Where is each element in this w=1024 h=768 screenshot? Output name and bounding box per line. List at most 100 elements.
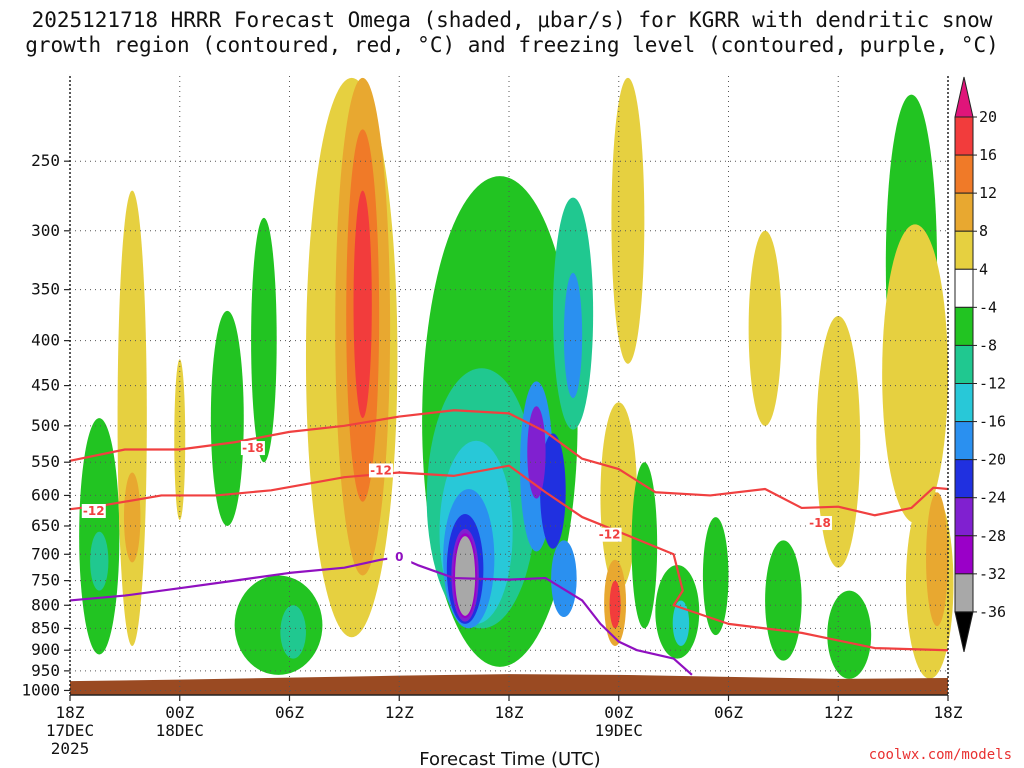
omega-cell-22 [563, 272, 583, 399]
colorbar-swatch-2 [954, 192, 974, 232]
colorbar-swatch-1 [954, 154, 974, 194]
colorbar-label--20: -20 [979, 451, 1006, 469]
colorbar-label-8: 8 [979, 222, 988, 240]
colorbar-swatch-5 [954, 306, 974, 346]
x-tick-date-5: 19DEC [595, 721, 643, 740]
y-tick-label-400: 400 [31, 331, 60, 350]
colorbar-swatch-12 [954, 573, 974, 613]
colorbar-swatch-0 [954, 116, 974, 156]
dgz-contour-label-2-bg [368, 463, 393, 478]
colorbar-label-12: 12 [979, 184, 997, 202]
dgz-contour-label-2: -12 [370, 463, 392, 477]
omega-cell-6 [251, 217, 277, 463]
credit-link[interactable]: coolwx.com/models [869, 747, 1012, 763]
x-tick-year-0: 2025 [51, 739, 90, 758]
y-tick-label-650: 650 [31, 516, 60, 535]
x-tick-label-5: 00Z [604, 703, 633, 722]
omega-cell-34 [702, 517, 729, 636]
omega-cell-12 [353, 190, 372, 419]
y-tick-label-750: 750 [31, 571, 60, 590]
colorbar-swatch-10 [954, 497, 974, 537]
chart-title-line-2: growth region (contoured, red, °C) and f… [25, 33, 999, 57]
colorbar-swatch-4 [954, 268, 974, 308]
omega-cell-20 [455, 536, 476, 616]
y-tick-label-850: 850 [31, 618, 60, 637]
dgz-contour-label-1-bg [81, 504, 106, 519]
grid-lines [70, 76, 948, 695]
ground-surface [70, 674, 948, 695]
omega-cell-3 [123, 472, 141, 563]
x-tick-label-2: 06Z [275, 703, 304, 722]
x-tick-date-0: 17DEC [46, 721, 94, 740]
colorbar-label--16: -16 [979, 413, 1006, 431]
dgz-contour-label-0-bg [240, 441, 265, 456]
x-tick-label-0: 18Z [56, 703, 85, 722]
y-tick-label-1000: 1000 [21, 680, 60, 699]
x-tick-label-3: 12Z [385, 703, 414, 722]
dgz-contour-label-4-bg [807, 516, 832, 531]
colorbar-label--28: -28 [979, 527, 1006, 545]
y-tick-label-700: 700 [31, 544, 60, 563]
chart-title-line-1: 2025121718 HRRR Forecast Omega (shaded, … [32, 8, 993, 32]
colorbar-swatch-6 [954, 344, 974, 384]
omega-cell-35 [748, 230, 782, 426]
dgz-contour-label-1: -12 [83, 504, 105, 518]
omega-cell-36 [765, 540, 802, 661]
colorbar-label-16: 16 [979, 146, 997, 164]
x-tick-label-6: 06Z [714, 703, 743, 722]
omega-cell-7 [234, 575, 323, 675]
dgz-contour-0 [69, 409, 949, 517]
colorbar-swatch-3 [954, 230, 974, 270]
colorbar-swatch-11 [954, 535, 974, 575]
omega-cell-24 [540, 433, 566, 549]
x-axis-title: Forecast Time (UTC) [419, 749, 600, 768]
dgz-contour-label-3: -12 [599, 528, 621, 542]
dgz-contour-label-4: -18 [809, 516, 831, 530]
y-tick-label-500: 500 [31, 416, 60, 435]
omega-cell-38 [827, 590, 872, 679]
omega-cell-8 [280, 605, 306, 659]
colorbar-label--12: -12 [979, 375, 1006, 393]
omega-cell-31 [631, 462, 658, 629]
omega-cell-1 [90, 531, 109, 591]
omega-cell-42 [926, 492, 949, 627]
omega-cell-30 [611, 77, 645, 364]
colorbar-swatch-7 [954, 383, 974, 423]
dgz-contour-1 [69, 464, 949, 652]
dgz-contour-label-0: -18 [242, 441, 264, 455]
y-tick-label-250: 250 [31, 151, 60, 170]
colorbar: 20 16 12 8 4 -4 -8 -12 -16 -20 -24 -28 -32 -36 [954, 76, 1006, 653]
omega-cell-40 [882, 224, 948, 524]
omega-cell-2 [117, 190, 147, 646]
x-tick-label-7: 12Z [824, 703, 853, 722]
y-tick-label-800: 800 [31, 595, 60, 614]
colorbar-label--4: -4 [979, 298, 997, 316]
colorbar-label-20: 20 [979, 108, 997, 126]
x-tick-label-1: 00Z [165, 703, 194, 722]
y-tick-label-300: 300 [31, 221, 60, 240]
x-tick-label-4: 18Z [495, 703, 524, 722]
y-tick-label-950: 950 [31, 661, 60, 680]
y-tick-label-350: 350 [31, 280, 60, 299]
y-axis: 250 300 350 400 450 500 550 600 650 700 750 800 850 9… [21, 151, 70, 699]
freezing-level-label: 0 [395, 550, 403, 564]
colorbar-label--24: -24 [979, 489, 1006, 507]
y-tick-label-900: 900 [31, 640, 60, 659]
dgz-contour-label-3-bg [597, 527, 622, 542]
colorbar-label--32: -32 [979, 565, 1006, 583]
omega-shading-layer [79, 77, 954, 679]
colorbar-bottom-arrow [954, 611, 974, 653]
colorbar-label-4: 4 [979, 260, 988, 278]
y-tick-label-450: 450 [31, 376, 60, 395]
freezing-level-line [69, 555, 693, 676]
freezing-level-label-bg [387, 549, 412, 564]
colorbar-swatch-8 [954, 421, 974, 461]
colorbar-top-arrow [954, 76, 974, 118]
contour-layer: -18 -12 -12 -12 -18 0 [69, 409, 949, 676]
omega-cell-33 [672, 600, 690, 646]
colorbar-label--36: -36 [979, 603, 1006, 621]
x-tick-label-8: 18Z [934, 703, 963, 722]
omega-cell-4 [174, 359, 186, 521]
